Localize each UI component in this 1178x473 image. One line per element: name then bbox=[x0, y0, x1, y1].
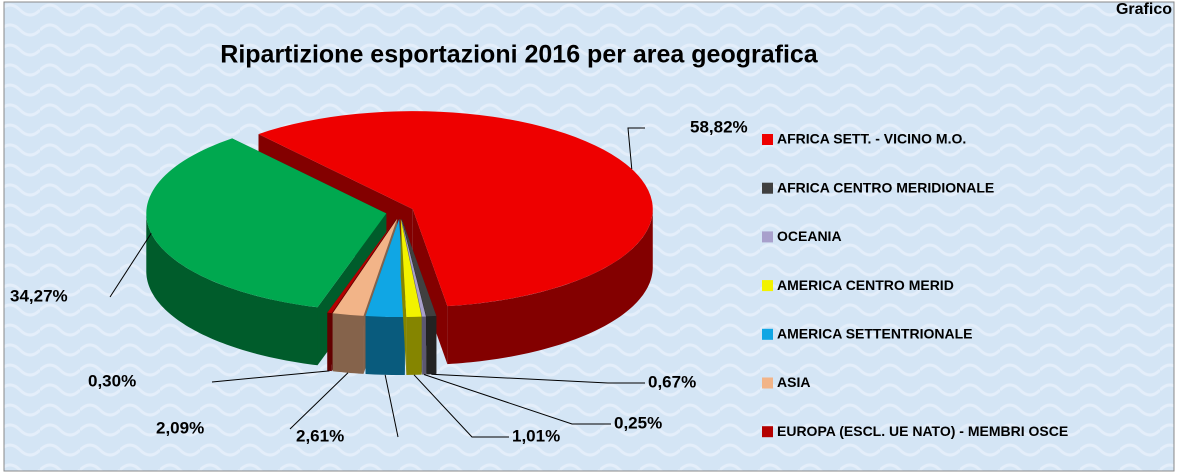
slice-side bbox=[327, 312, 332, 372]
leader-line bbox=[413, 374, 509, 438]
chart-title: Ripartizione esportazioni 2016 per area … bbox=[220, 41, 819, 69]
legend-label: EUROPA (ESCL. UE NATO) - MEMBRI OSCE bbox=[777, 423, 1068, 439]
leader-line bbox=[384, 374, 399, 438]
pie-slice bbox=[401, 218, 437, 317]
pie-slice bbox=[258, 111, 653, 307]
legend-label: AMERICA SETTENTRIONALE bbox=[777, 326, 972, 342]
legend-label: OCEANIA bbox=[777, 228, 842, 244]
pie-slice bbox=[400, 218, 422, 317]
slice-side bbox=[332, 313, 364, 374]
pie-slice bbox=[327, 218, 397, 314]
legend-label: EUROPA MEMBRI UE NATO bbox=[777, 472, 962, 473]
pie-slice bbox=[332, 218, 398, 316]
slice-side bbox=[146, 213, 318, 366]
legend-swatch bbox=[762, 134, 773, 145]
pie-slice bbox=[365, 218, 405, 317]
legend-label: ASIA bbox=[777, 374, 810, 390]
legend-label: AFRICA CENTRO MERIDIONALE bbox=[777, 179, 994, 195]
data-label: 1,01% bbox=[512, 426, 560, 445]
data-label: 0,67% bbox=[648, 372, 696, 391]
legend-swatch bbox=[762, 328, 773, 340]
pie-slice bbox=[401, 218, 426, 317]
slice-side bbox=[400, 218, 407, 375]
leader-line bbox=[423, 374, 611, 425]
leader-line bbox=[627, 127, 645, 170]
data-label: 34,27% bbox=[10, 286, 68, 305]
slice-side bbox=[365, 316, 405, 375]
leader-line bbox=[211, 370, 330, 383]
legend-swatch bbox=[762, 280, 773, 292]
slice-side bbox=[447, 209, 653, 365]
corner-label: Grafico bbox=[1116, 1, 1172, 18]
slice-side bbox=[426, 315, 437, 375]
slice-side bbox=[406, 316, 422, 375]
legend-label: AFRICA SETT. - VICINO M.O. bbox=[777, 131, 966, 147]
data-label: 0,30% bbox=[88, 371, 136, 390]
legend-swatch bbox=[762, 231, 773, 243]
data-label: 2,09% bbox=[156, 418, 204, 437]
leader-line bbox=[109, 232, 152, 298]
data-label: 2,61% bbox=[296, 426, 344, 445]
legend-swatch bbox=[762, 377, 773, 389]
data-label: 0,25% bbox=[614, 413, 662, 432]
pie-slice bbox=[146, 138, 387, 308]
legend-swatch bbox=[762, 182, 773, 194]
legend-swatch bbox=[762, 426, 773, 438]
leader-line bbox=[289, 372, 349, 430]
slice-side bbox=[412, 209, 448, 365]
legend-label: AMERICA CENTRO MERID bbox=[777, 277, 954, 293]
data-label: 58,82% bbox=[690, 117, 748, 136]
leader-line bbox=[431, 373, 645, 384]
slice-side bbox=[422, 316, 426, 375]
